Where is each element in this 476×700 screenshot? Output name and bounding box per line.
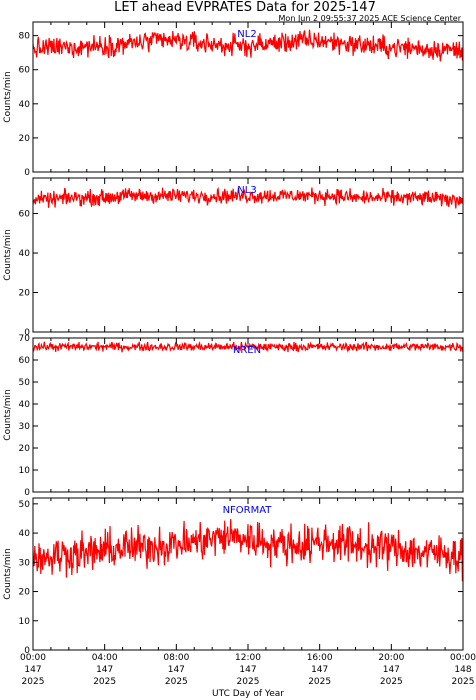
- panel-nl3: 0 20 40 60 Counts/min NL3: [3, 177, 464, 338]
- chart-title: LET ahead EVPRATES Data for 2025-147: [114, 0, 376, 15]
- y-axis-label: Counts/min: [3, 389, 13, 440]
- x-tick-label: 148: [454, 665, 471, 675]
- y-tick-label: 60: [19, 66, 31, 76]
- panel-nl2: 0 20 40 60 80 Counts/min NL2: [3, 21, 464, 178]
- y-tick-label: 10: [19, 466, 31, 476]
- x-tick-label: 2025: [452, 677, 475, 687]
- series-line: [33, 340, 463, 354]
- y-tick-label: 0: [24, 646, 30, 656]
- x-tick-label: 16:00: [307, 653, 333, 663]
- series-name-label: NREN: [233, 345, 261, 356]
- y-tick-label: 40: [19, 400, 31, 410]
- x-tick-label: 147: [24, 665, 41, 675]
- series-name-label: NL3: [237, 185, 256, 196]
- series-line: [33, 29, 463, 62]
- x-tick-label: 147: [168, 665, 185, 675]
- x-tick-label: 08:00: [163, 653, 189, 663]
- y-tick-label: 40: [19, 249, 31, 259]
- y-tick-label: 40: [19, 529, 31, 539]
- y-tick-label: 0: [24, 488, 30, 498]
- x-tick-label: 2025: [93, 677, 116, 687]
- x-tick-label: 2025: [237, 677, 260, 687]
- series-name-label: NL2: [237, 29, 256, 40]
- y-tick-label: 20: [19, 289, 31, 299]
- plot-frame: [32, 497, 464, 651]
- y-axis-label: Counts/min: [3, 71, 13, 122]
- x-tick-label: 2025: [165, 677, 188, 687]
- y-tick-label: 0: [24, 168, 30, 178]
- y-axis-label: Counts/min: [3, 229, 13, 280]
- y-tick-label: 50: [19, 500, 31, 510]
- y-tick-label: 80: [19, 32, 31, 42]
- x-tick-label: 00:00: [450, 653, 476, 663]
- series-line: [33, 518, 463, 582]
- x-axis-label: UTC Day of Year: [212, 689, 284, 699]
- y-tick-label: 70: [19, 334, 31, 344]
- x-tick-label: 147: [96, 665, 113, 675]
- x-axis-ticks: 00:00 147 2025 04:00 147 2025 08:00 147 2025 12:0…: [20, 653, 476, 687]
- y-tick-label: 0: [24, 328, 30, 338]
- series-line: [33, 187, 463, 209]
- x-tick-label: 2025: [308, 677, 331, 687]
- y-tick-label: 60: [19, 210, 31, 220]
- x-tick-label: 00:00: [20, 653, 46, 663]
- y-tick-label: 60: [19, 356, 31, 366]
- x-tick-label: 2025: [22, 677, 45, 687]
- plot-frame: [32, 337, 464, 493]
- y-axis-label: Counts/min: [3, 548, 13, 599]
- y-tick-label: 40: [19, 100, 31, 110]
- x-tick-label: 12:00: [235, 653, 261, 663]
- y-tick-label: 20: [19, 134, 31, 144]
- chart-subtitle: Mon Jun 2 09:55:37 2025 ACE Science Cent…: [279, 14, 462, 23]
- x-tick-label: 147: [239, 665, 256, 675]
- panel-nformat: 0 10 20 30 40 50 Counts/min NFORMAT: [3, 497, 464, 656]
- y-tick-label: 20: [19, 444, 31, 454]
- y-tick-label: 50: [19, 378, 31, 388]
- y-tick-label: 10: [19, 617, 31, 627]
- x-tick-label: 147: [311, 665, 328, 675]
- x-tick-label: 147: [383, 665, 400, 675]
- x-tick-label: 2025: [380, 677, 403, 687]
- y-tick-label: 30: [19, 422, 31, 432]
- series-name-label: NFORMAT: [223, 505, 273, 516]
- x-tick-label: 20:00: [378, 653, 404, 663]
- y-tick-label: 30: [19, 558, 31, 568]
- x-tick-label: 04:00: [92, 653, 118, 663]
- y-tick-label: 20: [19, 588, 31, 598]
- panel-nren: 0 10 20 30 40 50 60 70 Counts/min NREN: [3, 334, 464, 498]
